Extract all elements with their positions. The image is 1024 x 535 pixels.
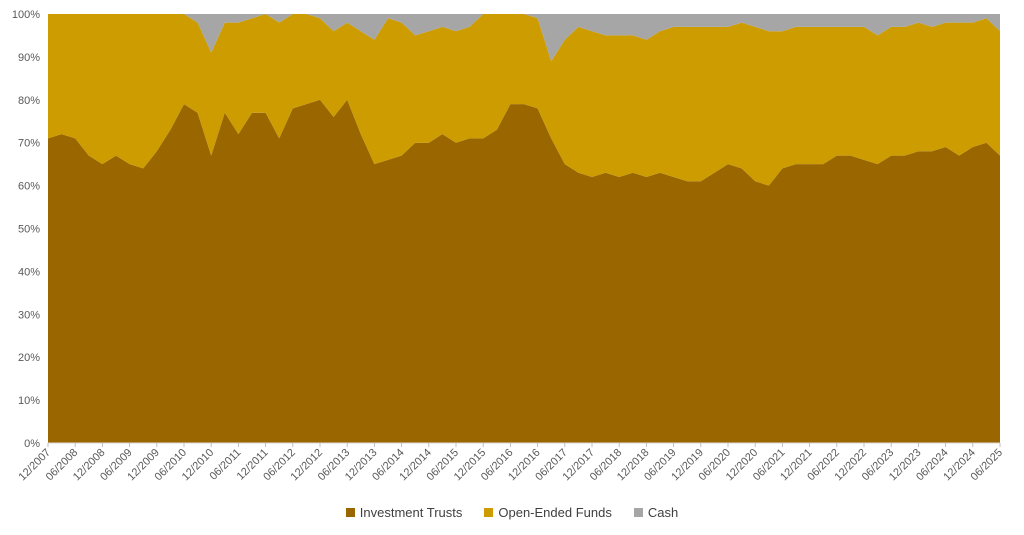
y-tick-label: 20%	[18, 352, 40, 364]
y-tick-label: 0%	[24, 438, 40, 450]
legend-label-cash: Cash	[647, 505, 679, 520]
legend-swatch-cash	[633, 508, 643, 517]
y-tick-label: 10%	[18, 395, 40, 407]
legend-swatch-investment-trusts	[345, 508, 355, 517]
legend-item-open-ended-funds: Open-Ended Funds	[484, 505, 612, 520]
legend: Investment Trusts Open-Ended Funds Cash	[0, 505, 1024, 520]
legend-item-investment-trusts: Investment Trusts	[345, 505, 463, 520]
y-tick-label: 40%	[18, 266, 40, 278]
area-cash	[48, 14, 1000, 62]
y-tick-label: 60%	[18, 181, 40, 193]
y-tick-label: 90%	[18, 52, 40, 64]
legend-item-cash: Cash	[633, 505, 679, 520]
legend-label-investment-trusts: Investment Trusts	[359, 505, 463, 520]
y-tick-label: 50%	[18, 224, 40, 236]
y-tick-label: 70%	[18, 138, 40, 150]
stacked-area-chart: 0%10%20%30%40%50%60%70%80%90%100%12/2007…	[12, 9, 1005, 483]
y-tick-label: 30%	[18, 309, 40, 321]
area-open-ended-funds	[48, 14, 1000, 186]
area-investment-trusts	[48, 99, 1000, 444]
legend-swatch-open-ended-funds	[484, 508, 494, 517]
legend-label-open-ended-funds: Open-Ended Funds	[498, 505, 612, 520]
y-tick-label: 100%	[12, 9, 40, 21]
y-tick-label: 80%	[18, 95, 40, 107]
